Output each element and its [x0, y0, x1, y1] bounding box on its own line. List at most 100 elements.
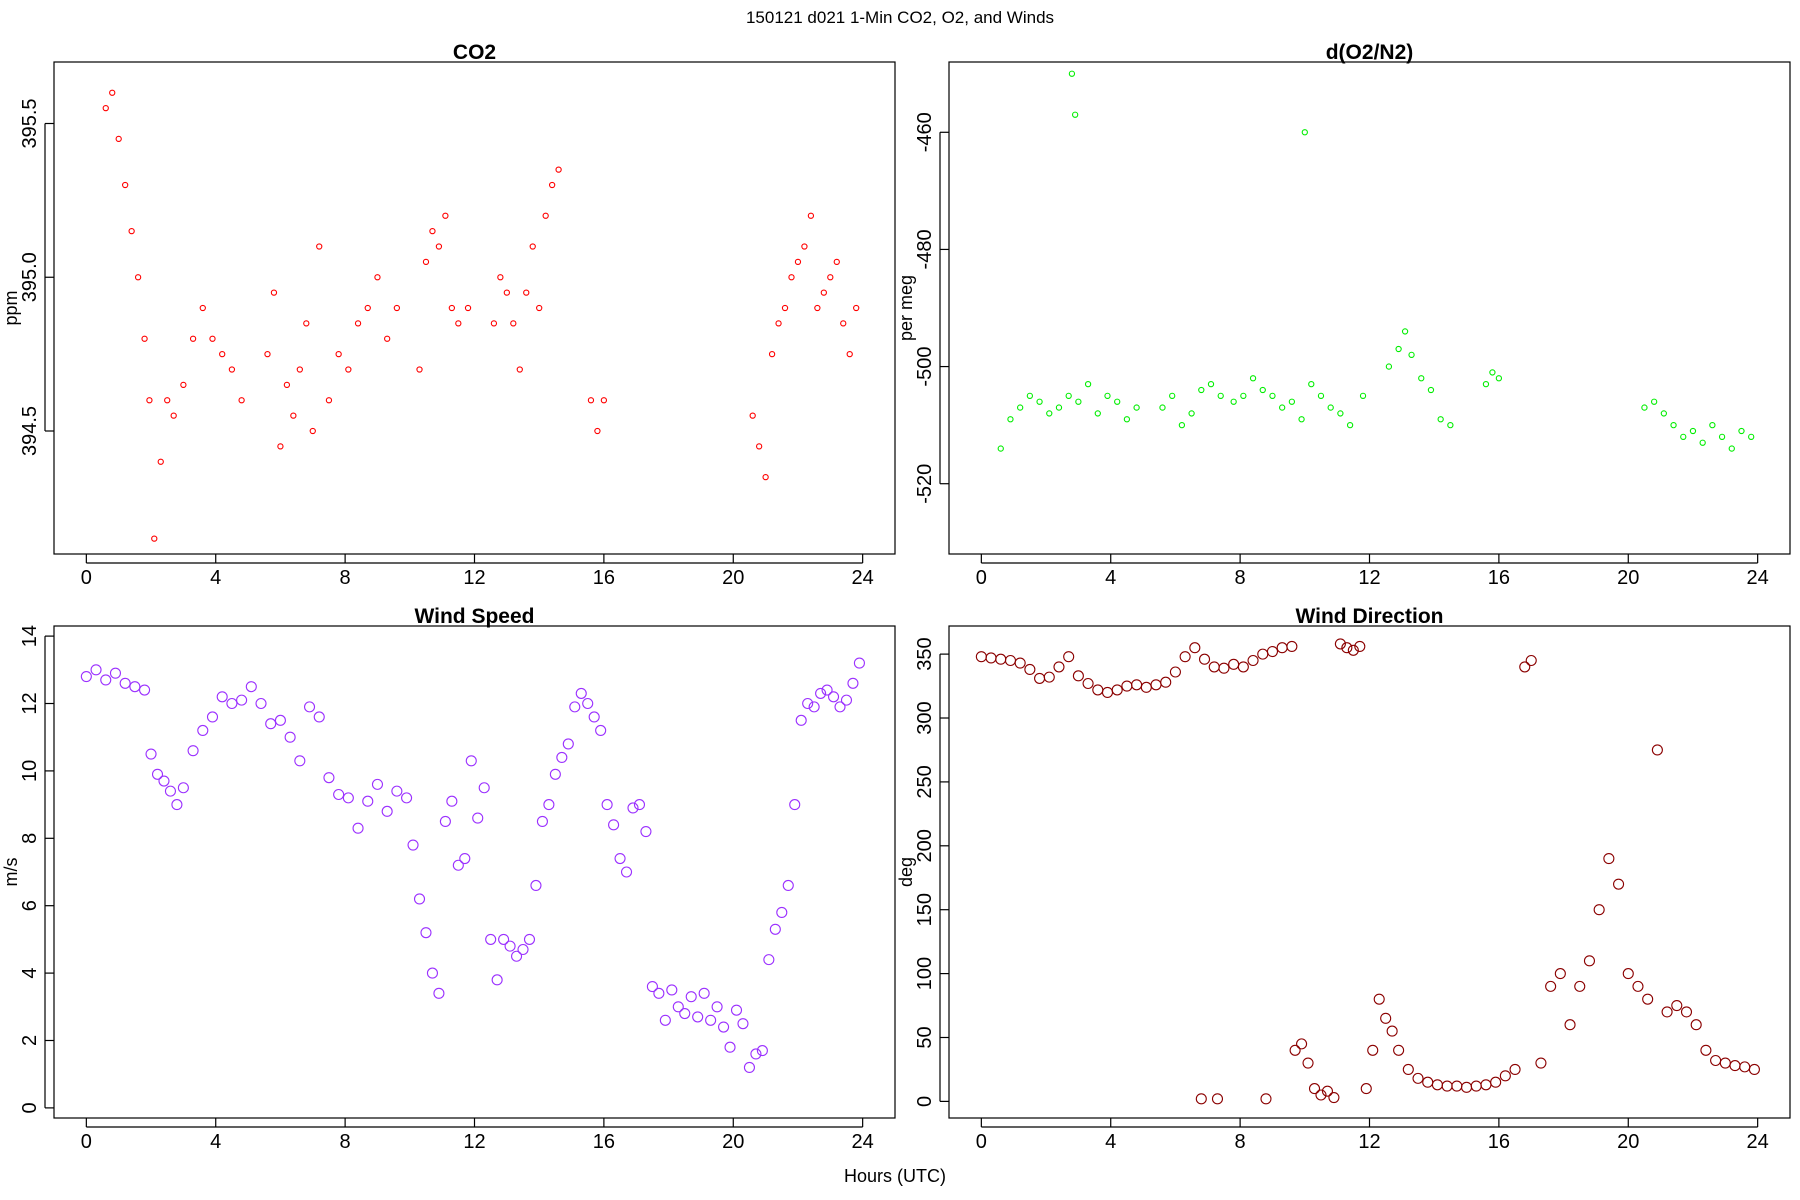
o2n2-point	[1489, 369, 1496, 376]
o2n2-point	[1188, 410, 1195, 417]
wind-direction-ytick-label: 0	[914, 1096, 936, 1107]
wind-direction-point	[1328, 1092, 1340, 1104]
wind-speed-point	[472, 812, 484, 824]
wind-direction-point	[1211, 1093, 1224, 1105]
wind-direction-point	[1690, 1019, 1702, 1031]
o2n2-point	[1738, 427, 1745, 435]
co2-title: CO2	[453, 41, 496, 64]
wind-speed-point	[498, 933, 510, 945]
wind-direction-point	[1302, 1057, 1314, 1069]
o2n2-point	[1482, 380, 1490, 388]
co2-point	[555, 166, 562, 173]
o2n2-point	[1075, 398, 1082, 405]
wind-speed-point	[575, 687, 587, 699]
co2-point	[134, 274, 142, 281]
wind-direction-point	[1189, 642, 1201, 654]
wind-speed-point	[245, 681, 257, 693]
wind-direction-point	[1321, 1085, 1333, 1097]
wind-speed-point	[352, 822, 364, 834]
o2n2-point	[1065, 392, 1072, 400]
wind-speed-point	[119, 677, 131, 689]
co2-point	[853, 304, 860, 312]
co2-point	[164, 397, 171, 404]
wind-direction-point	[1341, 642, 1353, 654]
o2n2-point	[1207, 380, 1215, 388]
o2n2-point	[1298, 416, 1305, 423]
wind-speed-point	[371, 778, 384, 790]
o2n2-point	[1301, 129, 1308, 136]
wind-speed-point	[821, 684, 833, 696]
co2-xtick-label: 4	[210, 567, 221, 589]
wind-speed-point	[145, 748, 157, 760]
o2n2-point	[1728, 445, 1735, 452]
wind-speed-point	[582, 697, 594, 710]
wind-direction-point	[1545, 980, 1557, 992]
co2-point	[840, 320, 847, 327]
co2-point	[335, 350, 342, 358]
wind-direction-point	[1308, 1083, 1321, 1095]
wind-direction-point	[1072, 670, 1084, 682]
wind-direction-point	[1519, 661, 1531, 673]
co2-ytick-label: 394.5	[19, 406, 41, 456]
wind-speed-point	[407, 839, 419, 851]
wind-direction-point	[1380, 1012, 1392, 1024]
co2-point	[755, 443, 763, 450]
wind-speed-point	[608, 819, 620, 831]
o2n2-point	[1689, 427, 1697, 435]
wind-direction-point	[1509, 1063, 1521, 1075]
wind-direction-point	[1289, 1044, 1301, 1056]
wind-direction-xtick-label: 24	[1747, 1131, 1769, 1153]
o2n2-point	[1123, 416, 1131, 423]
co2-point	[189, 335, 197, 342]
co2-point	[290, 412, 297, 419]
wind-speed-point	[362, 795, 374, 807]
o2n2-point	[1748, 433, 1755, 441]
o2n2-point	[1437, 416, 1444, 423]
wind-speed-point	[730, 1004, 743, 1016]
wind-direction-point	[1593, 904, 1605, 916]
wind-direction-title: Wind Direction	[1296, 605, 1444, 628]
co2-point	[794, 258, 802, 266]
wind-direction-ytick-label: 50	[914, 1026, 936, 1048]
wind-speed-point	[815, 687, 827, 699]
co2-point	[170, 412, 177, 419]
co2-point	[146, 397, 153, 404]
wind-direction-point	[1574, 980, 1586, 992]
co2-point	[157, 458, 164, 465]
co2-point	[151, 535, 158, 542]
o2n2-point	[1641, 404, 1648, 411]
co2-point	[283, 381, 291, 389]
co2-point	[516, 366, 523, 373]
wind-speed-point	[653, 987, 665, 999]
figure-title: 150121 d021 1-Min CO2, O2, and Winds	[746, 8, 1054, 27]
wind-speed-point	[614, 852, 626, 865]
co2-point	[141, 335, 148, 342]
o2n2-point	[1230, 398, 1237, 405]
o2n2-point	[1249, 375, 1257, 382]
wind-direction-ytick-label: 300	[914, 701, 936, 734]
o2n2-point	[1385, 363, 1393, 370]
wind-direction-ytick-label: 150	[914, 893, 936, 926]
wind-speed-point	[439, 815, 451, 828]
wind-speed-point	[433, 987, 445, 999]
wind-direction-xtick-label: 0	[976, 1131, 987, 1153]
wind-direction-point	[1334, 638, 1346, 650]
co2-point	[442, 212, 449, 219]
wind-speed-xtick-label: 0	[81, 1131, 92, 1153]
o2n2-xtick-label: 12	[1358, 567, 1380, 589]
wind-speed-point	[743, 1061, 755, 1074]
wind-speed-ylabel: m/s	[1, 858, 21, 887]
o2n2-point	[1046, 410, 1053, 417]
o2n2-point	[1269, 392, 1276, 400]
wind-speed-point	[255, 697, 267, 710]
wind-direction-point	[1554, 968, 1566, 980]
wind-speed-point	[795, 714, 807, 726]
o2n2-point	[1198, 386, 1205, 394]
wind-speed-point	[446, 795, 458, 807]
wind-direction-point	[1680, 1006, 1693, 1018]
wind-speed-point	[530, 879, 542, 892]
co2-point	[594, 427, 601, 435]
wind-speed-point	[510, 950, 523, 962]
o2n2-point	[1427, 386, 1435, 394]
o2n2-point	[1495, 375, 1503, 382]
